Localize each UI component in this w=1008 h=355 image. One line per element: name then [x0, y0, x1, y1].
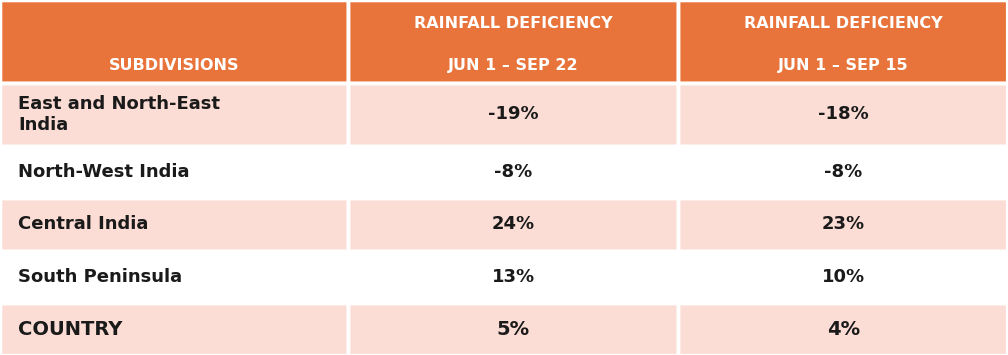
Bar [678, 83, 1008, 146]
Text: -8%: -8% [825, 163, 862, 181]
Text: RAINFALL DEFICIENCY: RAINFALL DEFICIENCY [413, 16, 613, 31]
Bar [678, 146, 1008, 198]
Text: RAINFALL DEFICIENCY: RAINFALL DEFICIENCY [744, 16, 942, 31]
Bar [348, 83, 678, 146]
Text: 13%: 13% [492, 268, 534, 286]
Bar [348, 251, 678, 303]
Bar [0, 198, 348, 251]
Bar [348, 198, 678, 251]
Text: 24%: 24% [492, 215, 534, 233]
Text: -19%: -19% [488, 105, 538, 124]
Bar [678, 303, 1008, 355]
Text: South Peninsula: South Peninsula [18, 268, 182, 286]
Bar [348, 303, 678, 355]
Text: East and North-East
India: East and North-East India [18, 95, 220, 134]
Bar [0, 251, 348, 303]
Bar [0, 303, 348, 355]
Text: SUBDIVISIONS: SUBDIVISIONS [109, 58, 239, 72]
Text: COUNTRY: COUNTRY [18, 320, 123, 339]
Bar [678, 0, 1008, 83]
Text: 10%: 10% [822, 268, 865, 286]
Text: 23%: 23% [822, 215, 865, 233]
Bar [0, 0, 348, 83]
Text: 5%: 5% [497, 320, 529, 339]
Bar [348, 146, 678, 198]
Bar [678, 251, 1008, 303]
Bar [0, 83, 348, 146]
Text: 4%: 4% [827, 320, 860, 339]
Text: JUN 1 – SEP 22: JUN 1 – SEP 22 [448, 58, 579, 72]
Bar [348, 0, 678, 83]
Text: JUN 1 – SEP 15: JUN 1 – SEP 15 [778, 58, 908, 72]
Text: Central India: Central India [18, 215, 148, 233]
Bar [0, 146, 348, 198]
Text: -18%: -18% [817, 105, 869, 124]
Bar [678, 198, 1008, 251]
Text: North-West India: North-West India [18, 163, 190, 181]
Text: -8%: -8% [494, 163, 532, 181]
